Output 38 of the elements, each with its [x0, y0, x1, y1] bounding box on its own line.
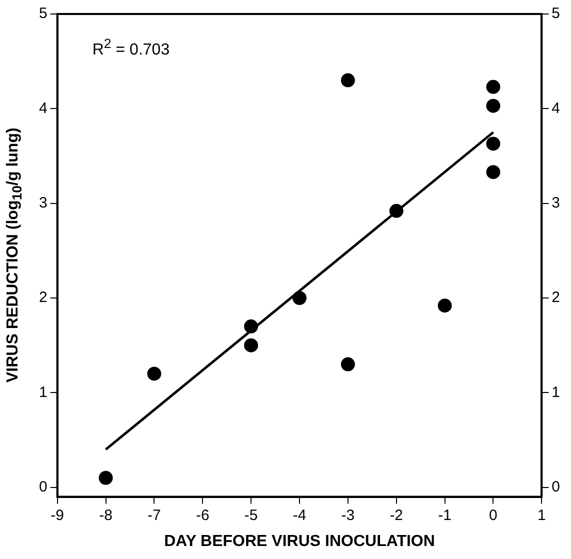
- y-tick-label: 5: [39, 5, 48, 22]
- y2-tick-label: 2: [552, 289, 560, 306]
- x-tick-label: -4: [292, 506, 306, 524]
- x-tick-label: 1: [537, 506, 546, 524]
- point: [244, 319, 258, 334]
- point: [389, 204, 404, 218]
- point: [438, 298, 452, 313]
- point: [98, 470, 113, 485]
- y-tick-label: 4: [39, 100, 48, 117]
- x-tick-label: -1: [438, 506, 452, 524]
- x-axis-title: DAY BEFORE VIRUS INOCULATION: [164, 532, 435, 550]
- point: [486, 80, 500, 94]
- y2-tick-label: 3: [552, 194, 560, 212]
- point: [486, 165, 500, 180]
- y2-tick-label: 4: [552, 100, 560, 117]
- x-tick-label: 0: [489, 506, 498, 524]
- point: [244, 338, 258, 352]
- x-tick-label: -9: [50, 506, 64, 524]
- point: [147, 366, 162, 381]
- y2-tick-label: 5: [552, 5, 560, 22]
- point: [340, 357, 355, 372]
- y2-tick-label: 1: [552, 384, 560, 401]
- x-tick-label: -5: [244, 506, 258, 524]
- x-tick-label: -8: [99, 506, 112, 524]
- x-tick-label: -6: [196, 506, 210, 524]
- y2-tick-label: 0: [552, 478, 560, 496]
- y-tick-label: 0: [39, 478, 48, 496]
- x-tick-label: -3: [341, 506, 355, 524]
- x-tick-label: -7: [148, 506, 161, 524]
- point: [340, 73, 355, 88]
- point: [486, 136, 500, 151]
- point: [292, 291, 306, 305]
- y-tick-label: 2: [39, 289, 48, 306]
- y-tick-label: 3: [39, 194, 48, 212]
- point: [486, 98, 500, 113]
- y-tick-label: 1: [39, 384, 48, 401]
- annotation: R$^{2}$ = 0.703: [92, 36, 170, 60]
- x-tick-label: -2: [390, 506, 404, 524]
